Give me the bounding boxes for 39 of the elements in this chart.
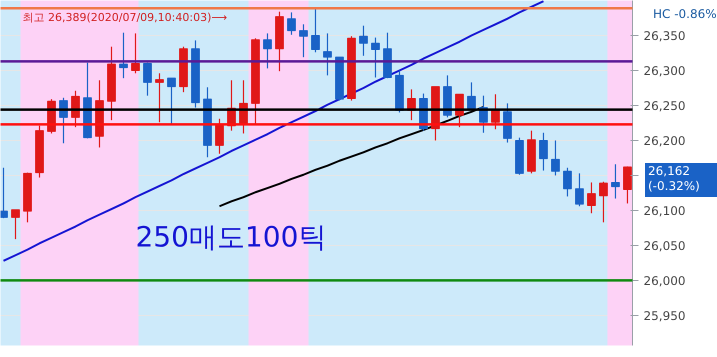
y-tick-label: 26,200 — [644, 134, 686, 148]
candlestick — [71, 90, 80, 128]
text: 26,162 (-0.32%) — [648, 164, 714, 194]
line-series — [2, 0, 544, 262]
candlestick — [143, 62, 152, 96]
candlestick — [599, 181, 608, 223]
candlestick — [215, 118, 224, 154]
y-tick-label: 26,100 — [644, 204, 686, 218]
y-tick-label: 26,250 — [644, 98, 686, 113]
y-tick-label: 26,050 — [644, 238, 686, 253]
candlestick — [551, 140, 560, 176]
candlestick — [623, 166, 632, 204]
candlestick — [575, 172, 584, 207]
candlestick — [611, 164, 620, 200]
candlestick — [167, 78, 176, 124]
annotation: 250매도100틱 — [135, 220, 326, 254]
candlestick — [587, 182, 596, 214]
candlestick — [299, 24, 308, 58]
candlestick — [563, 167, 572, 198]
candlestick — [287, 12, 296, 36]
candlestick — [131, 32, 140, 74]
candlestick — [467, 82, 476, 111]
candlestick — [11, 209, 20, 240]
candlestick — [371, 36, 380, 78]
candlestick — [311, 8, 320, 53]
candlestick — [359, 25, 368, 56]
y-tick-label: 26,350 — [644, 28, 686, 43]
candlestick — [491, 94, 500, 130]
y-tick-label: 25,950 — [644, 308, 686, 323]
candlestick — [539, 132, 548, 172]
candlestick — [0, 167, 8, 219]
y-tick-label: 26,300 — [644, 64, 686, 78]
candlestick — [323, 32, 332, 76]
annotation: 최고 26,389(2020/07/09,10:40:03)⟶ — [22, 11, 228, 24]
candlestick — [155, 72, 164, 123]
y-tick-label: 26,000 — [644, 274, 686, 288]
text: HC -0.86% — [653, 6, 717, 23]
candlestick — [119, 32, 128, 79]
candlestick — [263, 32, 272, 69]
